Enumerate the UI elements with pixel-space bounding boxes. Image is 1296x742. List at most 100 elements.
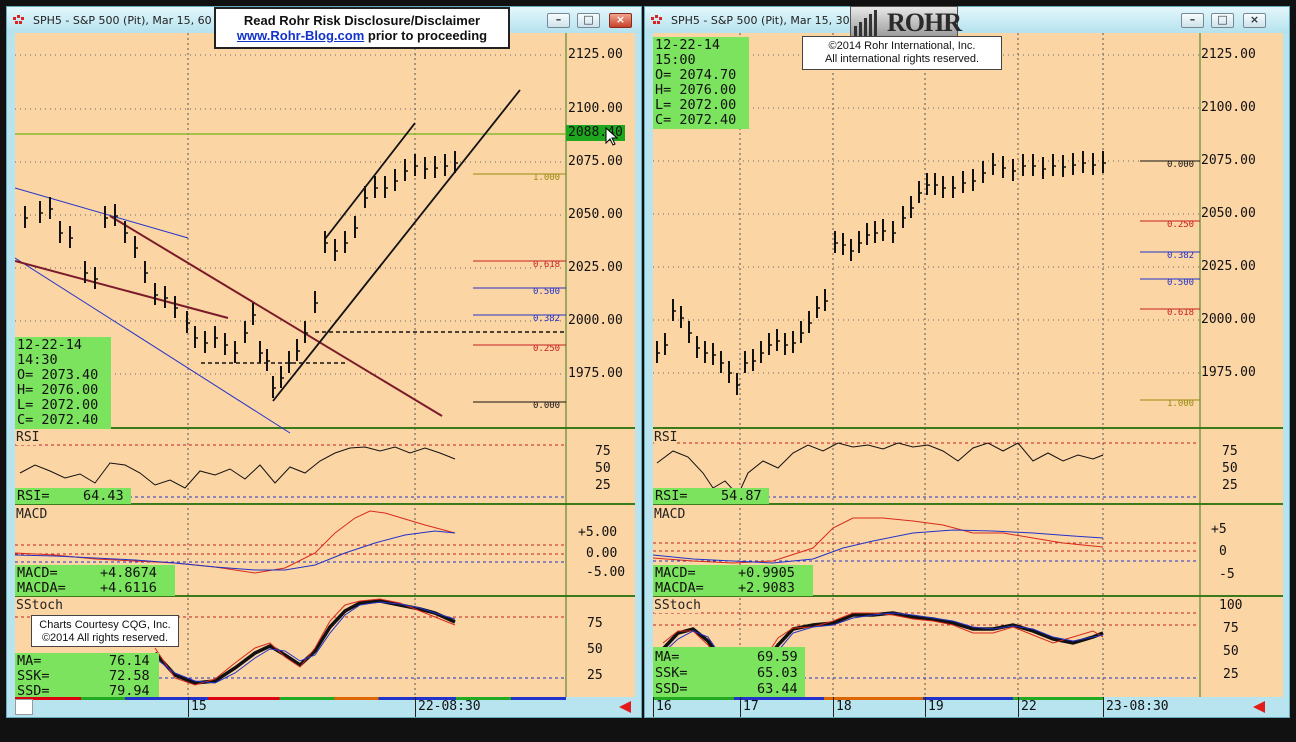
date-label-22: 22-08:30 xyxy=(418,699,481,714)
rsi-axis-75: 75 xyxy=(595,444,611,459)
ohlc-open: O= 2074.70 xyxy=(655,67,737,83)
scroll-square[interactable] xyxy=(15,699,33,715)
sstoch-axis-100: 100 xyxy=(1219,598,1243,613)
ma-label: MA= xyxy=(655,649,680,665)
left-chart-window[interactable]: SPH5 - S&P 500 (Pit), Mar 15, 60 Min – □… xyxy=(6,6,642,718)
right-price-axis-2025: 2025.00 xyxy=(1201,259,1256,274)
fib-level-label: 0.500 xyxy=(533,287,561,297)
copyright-line2: All international rights reserved. xyxy=(824,53,980,65)
close-icon: × xyxy=(615,13,626,26)
disclaimer-line1: Read Rohr Risk Disclosure/Disclaimer xyxy=(243,13,481,28)
session-color-strip xyxy=(15,697,566,700)
sstoch-panel-title: SStoch xyxy=(16,598,63,613)
date-tick xyxy=(1018,697,1019,717)
ohlc-date: 12-22-14 xyxy=(17,337,83,353)
copyright-line1: ©2014 Rohr International, Inc. xyxy=(828,40,976,52)
sstoch-axis-25: 25 xyxy=(1223,667,1239,682)
logo-bars-icon xyxy=(854,10,877,36)
left-price-axis-2100: 2100.00 xyxy=(568,101,623,116)
date-tick xyxy=(188,697,189,717)
rsi-value: 54.87 xyxy=(721,488,762,504)
ssk-label: SSK= xyxy=(655,665,688,681)
right-chart-window[interactable]: SPH5 - S&P 500 (Pit), Mar 15, 30 Min – □… xyxy=(644,6,1290,718)
macd-axis-minus5: -5 xyxy=(1219,567,1235,582)
ohlc-open: O= 2073.40 xyxy=(17,367,99,383)
rsi-axis-25: 25 xyxy=(595,478,611,493)
macd-panel-title: MACD xyxy=(16,507,48,522)
maximize-icon: □ xyxy=(1217,13,1228,26)
rsi-axis-75: 75 xyxy=(1222,444,1238,459)
date-label-15: 15 xyxy=(191,699,207,714)
right-price-axis-2050: 2050.00 xyxy=(1201,206,1256,221)
ssd-value: 63.44 xyxy=(757,681,798,697)
copyright-box: ©2014 Rohr International, Inc. All inter… xyxy=(802,36,1002,70)
ma-value: 69.59 xyxy=(757,649,798,665)
date-label-17: 17 xyxy=(743,699,759,714)
minimize-button[interactable]: – xyxy=(547,13,570,28)
ohlc-low: L= 2072.00 xyxy=(655,97,737,113)
fib-level-label: 0.250 xyxy=(1167,220,1195,230)
maximize-button[interactable]: □ xyxy=(577,13,600,28)
rsi-value-box: RSI= 64.43 xyxy=(15,488,131,504)
fib-level-label: 0.382 xyxy=(533,314,561,324)
date-tick xyxy=(833,697,834,717)
right-chart-area[interactable]: 2125.00 2100.00 2075.00 2050.00 2025.00 … xyxy=(653,33,1283,717)
left-chart-area[interactable]: 2125.00 2100.00 2075.00 2050.00 2025.00 … xyxy=(15,33,635,717)
ma-label: MA= xyxy=(17,653,42,669)
ssd-label: SSD= xyxy=(655,681,688,697)
left-price-axis-2075: 2075.00 xyxy=(568,154,623,169)
ma-value: 76.14 xyxy=(109,653,150,669)
cqg-app-icon xyxy=(651,15,662,24)
cqg-note-line2: ©2014 All rights reserved. xyxy=(41,632,169,644)
macd-axis-zero: 0.00 xyxy=(586,546,618,561)
right-price-axis-2000: 2000.00 xyxy=(1201,312,1256,327)
macda-value: +2.9083 xyxy=(738,580,795,596)
minimize-icon: – xyxy=(555,13,562,26)
date-tick xyxy=(1103,697,1104,717)
date-label-19: 19 xyxy=(928,699,944,714)
sstoch-value-box: MA= 76.14 SSK= 72.58 SSD= 79.94 xyxy=(15,653,159,699)
left-window-title: SPH5 - S&P 500 (Pit), Mar 15, 60 Min xyxy=(33,14,235,27)
close-button[interactable]: × xyxy=(609,13,632,28)
ohlc-low: L= 2072.00 xyxy=(17,397,99,413)
date-label-23: 23-08:30 xyxy=(1106,699,1169,714)
macd-axis-minus5: -5.00 xyxy=(586,565,626,580)
left-price-axis-2125: 2125.00 xyxy=(568,47,623,62)
sstoch-axis-75: 75 xyxy=(587,616,603,631)
rohr-blog-link[interactable]: www.Rohr-Blog.com xyxy=(236,28,365,43)
maximize-button[interactable]: □ xyxy=(1211,13,1234,28)
right-window-title: SPH5 - S&P 500 (Pit), Mar 15, 30 Min xyxy=(671,14,873,27)
macd-value-box: MACD= +0.9905 MACDA= +2.9083 xyxy=(653,565,813,596)
fib-level-label: 0.250 xyxy=(533,344,561,354)
date-label-22: 22 xyxy=(1021,699,1037,714)
ohlc-high: H= 2076.00 xyxy=(17,382,99,398)
ohlc-date: 12-22-14 xyxy=(655,37,721,53)
minimize-button[interactable]: – xyxy=(1181,13,1204,28)
date-tick xyxy=(415,697,416,717)
ohlc-close: C= 2072.40 xyxy=(655,112,737,128)
ssd-value: 79.94 xyxy=(109,683,150,699)
right-price-axis-2125: 2125.00 xyxy=(1201,47,1256,62)
ohlc-time: 15:00 xyxy=(655,52,696,68)
right-window-titlebar[interactable]: SPH5 - S&P 500 (Pit), Mar 15, 30 Min – □… xyxy=(645,7,1289,33)
macda-label: MACDA= xyxy=(655,580,704,596)
rsi-axis-25: 25 xyxy=(1222,478,1238,493)
right-price-axis-2100: 2100.00 xyxy=(1201,100,1256,115)
right-price-axis-2075: 2075.00 xyxy=(1201,153,1256,168)
disclaimer-line2: www.Rohr-Blog.com prior to proceeding xyxy=(216,28,508,43)
sstoch-axis-75: 75 xyxy=(1223,621,1239,636)
cqg-app-icon xyxy=(13,15,24,24)
scroll-left-arrow-icon[interactable] xyxy=(619,701,631,713)
right-chart-drawing xyxy=(653,33,1283,699)
rsi-label: RSI= xyxy=(17,488,50,504)
cqg-note-line1: Charts Courtesy CQG, Inc. xyxy=(39,619,171,631)
fib-level-label: 0.500 xyxy=(1167,278,1195,288)
ssk-value: 72.58 xyxy=(109,668,150,684)
left-price-axis-2050: 2050.00 xyxy=(568,207,623,222)
scroll-left-arrow-icon[interactable] xyxy=(1253,701,1265,713)
fib-level-label: 1.000 xyxy=(1167,399,1195,409)
fib-level-label: 1.000 xyxy=(533,173,561,183)
ohlc-time: 14:30 xyxy=(17,352,58,368)
ohlc-high: H= 2076.00 xyxy=(655,82,737,98)
close-button[interactable]: × xyxy=(1243,13,1266,28)
